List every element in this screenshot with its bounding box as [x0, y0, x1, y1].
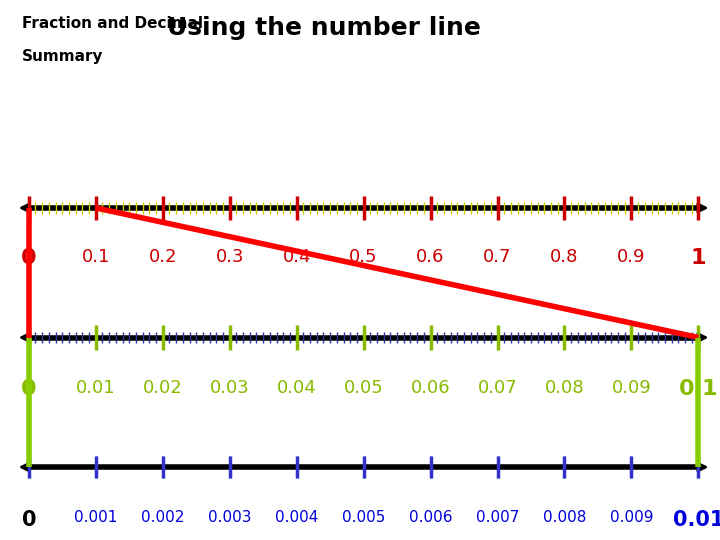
- Text: 0.05: 0.05: [343, 379, 384, 397]
- Text: 0.004: 0.004: [275, 510, 318, 525]
- Text: 0.1: 0.1: [81, 248, 110, 266]
- Text: 0.02: 0.02: [143, 379, 183, 397]
- Text: 0.01: 0.01: [76, 379, 116, 397]
- Text: 0.002: 0.002: [141, 510, 184, 525]
- Text: 0: 0: [22, 510, 36, 530]
- Text: 0.001: 0.001: [74, 510, 117, 525]
- Text: 0.01: 0.01: [672, 510, 720, 530]
- Text: 0.1: 0.1: [679, 379, 718, 399]
- Text: 0.08: 0.08: [544, 379, 585, 397]
- Text: 0.5: 0.5: [349, 248, 378, 266]
- Text: 0.007: 0.007: [476, 510, 519, 525]
- Text: 0.006: 0.006: [409, 510, 452, 525]
- Text: 0.4: 0.4: [282, 248, 311, 266]
- Text: 0.009: 0.009: [610, 510, 653, 525]
- Text: 0.6: 0.6: [416, 248, 445, 266]
- Text: 0.09: 0.09: [611, 379, 652, 397]
- Text: 0.06: 0.06: [410, 379, 451, 397]
- Text: 0: 0: [21, 379, 37, 399]
- Text: 0.005: 0.005: [342, 510, 385, 525]
- Text: 0.7: 0.7: [483, 248, 512, 266]
- Text: Summary: Summary: [22, 49, 103, 64]
- Text: Fraction and Decimal: Fraction and Decimal: [22, 16, 202, 31]
- Text: 0.003: 0.003: [208, 510, 251, 525]
- Text: Using the number line: Using the number line: [167, 16, 481, 40]
- Text: 0: 0: [21, 248, 37, 268]
- Text: 0.07: 0.07: [477, 379, 518, 397]
- Text: 0.3: 0.3: [215, 248, 244, 266]
- Text: 0.008: 0.008: [543, 510, 586, 525]
- Text: 0.2: 0.2: [148, 248, 177, 266]
- Text: 1: 1: [690, 248, 706, 268]
- Text: 0.8: 0.8: [550, 248, 579, 266]
- Text: 0.03: 0.03: [210, 379, 250, 397]
- Text: 0.9: 0.9: [617, 248, 646, 266]
- Text: 0.04: 0.04: [276, 379, 317, 397]
